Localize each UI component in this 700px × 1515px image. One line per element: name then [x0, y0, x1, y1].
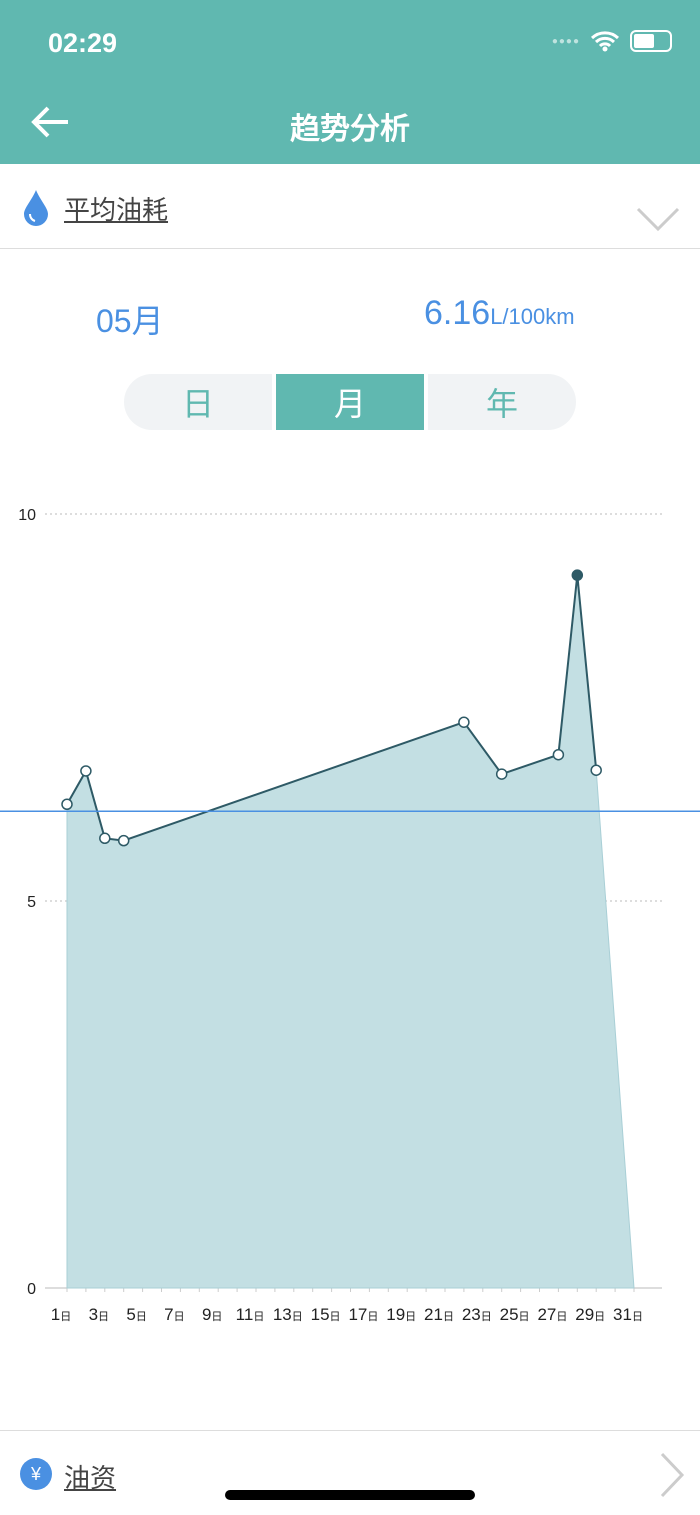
wifi-icon — [590, 31, 620, 52]
tab-year[interactable]: 年 — [424, 374, 576, 430]
x-tick-label: 1日 — [51, 1305, 71, 1324]
data-point — [590, 764, 602, 776]
chevron-down-icon[interactable] — [636, 205, 680, 233]
arrow-left-icon[interactable] — [28, 100, 72, 144]
period-segmented-control: 日 月 年 — [124, 374, 576, 430]
x-tick-label: 21日 — [424, 1305, 454, 1324]
x-tick-label: 23日 — [462, 1305, 492, 1324]
x-tick-label: 3日 — [89, 1305, 109, 1324]
x-tick-label: 31日 — [613, 1305, 643, 1324]
chevron-right-icon[interactable] — [658, 1452, 686, 1498]
x-tick-label: 17日 — [348, 1305, 378, 1324]
battery-icon — [630, 30, 672, 52]
avg-unit: L/100km — [490, 304, 575, 329]
fuel-cost-label[interactable]: 油资 — [64, 1463, 117, 1493]
data-point — [61, 798, 73, 810]
tab-month[interactable]: 月 — [272, 374, 424, 430]
metric-label[interactable]: 平均油耗 — [64, 195, 169, 225]
yen-icon: ¥ — [20, 1458, 52, 1490]
x-tick-label: 19日 — [386, 1305, 416, 1324]
y-tick-label: 5 — [27, 894, 36, 911]
data-point — [458, 716, 470, 728]
avg-value: 6.16 — [424, 294, 491, 332]
area-fill — [66, 575, 635, 1289]
x-tick-label: 11日 — [236, 1305, 265, 1324]
status-time: 02:29 — [48, 28, 118, 58]
x-tick-label: 25日 — [500, 1305, 530, 1324]
y-tick-label: 0 — [27, 1281, 36, 1298]
home-indicator — [225, 1490, 475, 1500]
current-month: 05月 — [96, 303, 164, 339]
page-title: 趋势分析 — [290, 113, 410, 146]
y-tick-label: 10 — [18, 507, 36, 524]
x-tick-label: 27日 — [537, 1305, 567, 1324]
header: 02:29 ●●●● 趋势分析 — [0, 0, 700, 164]
average-consumption: 6.16L/100km — [424, 294, 575, 333]
x-tick-label: 15日 — [311, 1305, 341, 1324]
tab-day[interactable]: 日 — [181, 386, 214, 422]
x-tick-label: 5日 — [126, 1305, 146, 1324]
x-tick-label: 13日 — [273, 1305, 303, 1324]
selected-data-point — [571, 569, 584, 581]
signal-icon: ●●●● — [551, 35, 580, 47]
data-point — [495, 768, 508, 780]
consumption-chart: 0 5 10 1日 3日 5日 7日 9日 11日 13日 15日 17日 19日 21日 23日 25日 27… — [0, 507, 700, 1324]
status-icons: ●●●● — [552, 30, 672, 52]
x-tick-label: 9日 — [202, 1305, 222, 1324]
water-drop-icon — [24, 190, 48, 226]
x-tick-label: 29日 — [575, 1305, 605, 1324]
data-point — [99, 832, 111, 845]
data-point — [552, 748, 565, 761]
fuel-cost-row[interactable] — [0, 1430, 700, 1515]
data-point — [117, 834, 130, 847]
data-point — [80, 765, 92, 777]
metric-selector[interactable] — [0, 164, 700, 249]
x-tick-label: 7日 — [164, 1305, 184, 1324]
